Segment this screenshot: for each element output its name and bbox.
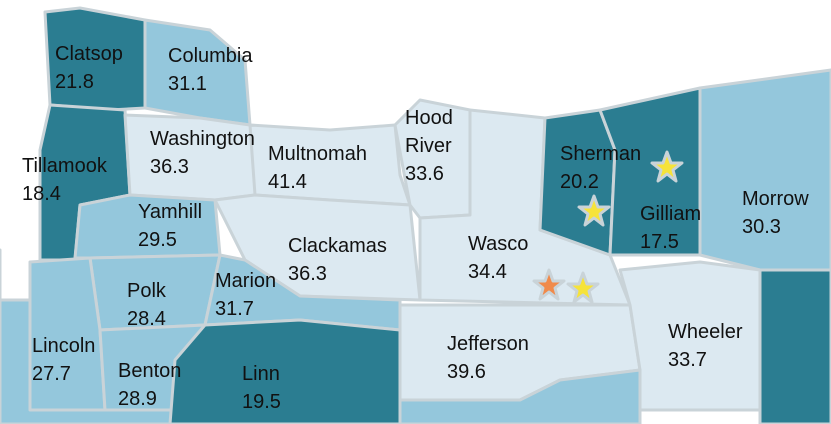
county-name: Washington xyxy=(150,128,255,150)
county-value: 28.4 xyxy=(127,308,166,330)
county-value: 20.2 xyxy=(560,171,599,193)
county-value: 17.5 xyxy=(640,231,679,253)
county-value: 41.4 xyxy=(268,171,307,193)
county-value: 29.5 xyxy=(138,229,177,251)
county-value: 31.1 xyxy=(168,73,207,95)
county-name: Morrow xyxy=(742,188,809,210)
county-name: Columbia xyxy=(168,45,253,67)
county-shape xyxy=(598,86,702,257)
county-name: Jefferson xyxy=(447,333,529,355)
county-name: Gilliam xyxy=(640,203,702,225)
county-value: 21.8 xyxy=(55,71,94,93)
county-name: Sherman xyxy=(560,143,642,165)
star xyxy=(650,150,684,183)
county-value: 33.7 xyxy=(668,349,707,371)
county-name: Linn xyxy=(242,363,280,385)
county-name: Benton xyxy=(118,360,182,382)
county-value: 28.9 xyxy=(118,388,157,410)
star xyxy=(566,271,600,304)
county-name: Tillamook xyxy=(22,155,107,177)
county-name: Polk xyxy=(127,280,166,302)
star xyxy=(532,268,566,301)
county-value: 36.3 xyxy=(150,156,189,178)
county-value: 18.4 xyxy=(22,183,61,205)
county-name: Wheeler xyxy=(668,321,743,343)
county-name: Hood River xyxy=(405,107,453,157)
county-name: Lincoln xyxy=(32,335,96,357)
county-value: 19.5 xyxy=(242,391,281,413)
county-shape xyxy=(758,268,831,424)
county-value: 33.6 xyxy=(405,163,444,185)
county-name: Yamhill xyxy=(138,201,203,223)
county-name: Clatsop xyxy=(55,43,123,65)
county-value: 30.3 xyxy=(742,216,781,238)
county-name: Multnomah xyxy=(268,143,367,165)
county-name: Marion xyxy=(215,270,277,292)
county-value: 36.3 xyxy=(288,263,327,285)
county-value: 31.7 xyxy=(215,298,254,320)
county-shape xyxy=(168,318,402,424)
county-value: 39.6 xyxy=(447,361,486,383)
county-name: Clackamas xyxy=(288,235,387,257)
county-value: 27.7 xyxy=(32,363,71,385)
star xyxy=(577,194,611,227)
county-shape xyxy=(398,368,642,424)
county-name: Wasco xyxy=(468,233,529,255)
county-value: 34.4 xyxy=(468,261,507,283)
